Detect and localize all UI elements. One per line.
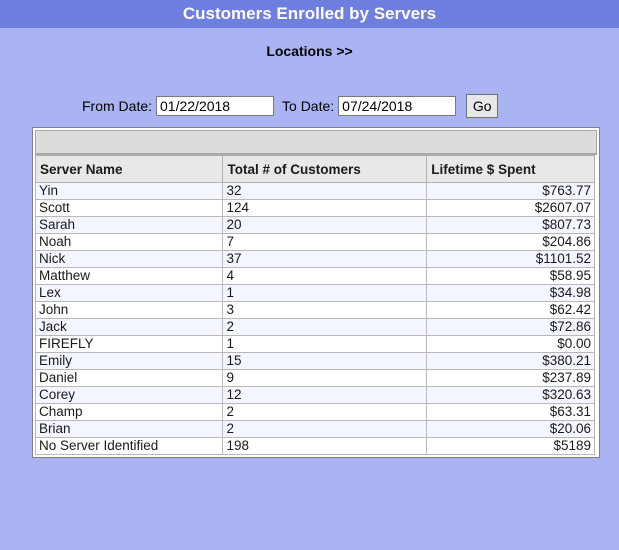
server-name-cell: Noah xyxy=(34,233,224,251)
lifetime-spent-cell: $63.31 xyxy=(426,403,595,421)
table-row: Noah 7 $204.86 xyxy=(34,233,595,251)
table-row: FIREFLY 1 $0.00 xyxy=(34,335,595,353)
customer-count-cell: 2 xyxy=(222,403,428,421)
column-header-lifetime-spent[interactable]: Lifetime $ Spent xyxy=(426,155,595,183)
server-name-cell: Nick xyxy=(34,250,224,268)
customer-count-cell: 1 xyxy=(222,284,428,302)
customer-count-cell: 4 xyxy=(222,267,428,285)
server-name-cell: Sarah xyxy=(34,216,224,234)
table-row: Lex 1 $34.98 xyxy=(34,284,595,302)
table-caption-bar xyxy=(35,130,597,155)
table-row: Emily 15 $380.21 xyxy=(34,352,595,370)
table-row: No Server Identified 198 $5189 xyxy=(34,437,595,455)
column-header-total-customers[interactable]: Total # of Customers xyxy=(222,155,428,183)
server-name-cell: Emily xyxy=(34,352,224,370)
lifetime-spent-cell: $380.21 xyxy=(426,352,595,370)
server-name-cell: Daniel xyxy=(34,369,224,387)
table-row: Daniel 9 $237.89 xyxy=(34,369,595,387)
table-row: Nick 37 $1101.52 xyxy=(34,250,595,268)
server-name-cell: Scott xyxy=(34,199,224,217)
from-date-label: From Date: xyxy=(82,98,153,114)
lifetime-spent-cell: $20.06 xyxy=(426,420,595,438)
to-date-label: To Date: xyxy=(282,98,335,114)
page-title: Customers Enrolled by Servers xyxy=(0,0,619,28)
lifetime-spent-cell: $72.86 xyxy=(426,318,595,336)
customer-count-cell: 2 xyxy=(222,318,428,336)
table-row: Matthew 4 $58.95 xyxy=(34,267,595,285)
server-name-cell: Brian xyxy=(34,420,224,438)
customer-count-cell: 15 xyxy=(222,352,428,370)
go-button[interactable]: Go xyxy=(466,94,499,118)
table-row: Champ 2 $63.31 xyxy=(34,403,595,421)
server-name-cell: Yin xyxy=(34,182,224,200)
customer-count-cell: 124 xyxy=(222,199,428,217)
lifetime-spent-cell: $62.42 xyxy=(426,301,595,319)
lifetime-spent-cell: $763.77 xyxy=(426,182,595,200)
table-header-row: Server Name Total # of Customers Lifetim… xyxy=(34,155,595,183)
server-name-cell: Champ xyxy=(34,403,224,421)
customer-count-cell: 1 xyxy=(222,335,428,353)
lifetime-spent-cell: $58.95 xyxy=(426,267,595,285)
server-name-cell: Corey xyxy=(34,386,224,404)
customer-count-cell: 20 xyxy=(222,216,428,234)
lifetime-spent-cell: $5189 xyxy=(426,437,595,455)
lifetime-spent-cell: $237.89 xyxy=(426,369,595,387)
to-date-input[interactable] xyxy=(338,96,457,116)
lifetime-spent-cell: $0.00 xyxy=(426,335,595,353)
locations-link[interactable]: Locations >> xyxy=(266,43,353,59)
servers-table-panel: Server Name Total # of Customers Lifetim… xyxy=(32,127,600,458)
customer-count-cell: 12 xyxy=(222,386,428,404)
lifetime-spent-cell: $320.63 xyxy=(426,386,595,404)
table-row: Sarah 20 $807.73 xyxy=(34,216,595,234)
customer-count-cell: 3 xyxy=(222,301,428,319)
server-name-cell: FIREFLY xyxy=(34,335,224,353)
server-name-cell: Matthew xyxy=(34,267,224,285)
servers-table: Server Name Total # of Customers Lifetim… xyxy=(34,155,595,455)
table-row: John 3 $62.42 xyxy=(34,301,595,319)
table-row: Corey 12 $320.63 xyxy=(34,386,595,404)
table-body: Yin 32 $763.77 Scott 124 $2607.07 Sarah 20 $807.… xyxy=(34,182,595,455)
customer-count-cell: 32 xyxy=(222,182,428,200)
date-filter-row: From Date: To Date: Go xyxy=(82,94,499,118)
table-row: Yin 32 $763.77 xyxy=(34,182,595,200)
customer-count-cell: 7 xyxy=(222,233,428,251)
customer-count-cell: 37 xyxy=(222,250,428,268)
column-header-server-name[interactable]: Server Name xyxy=(34,155,224,183)
customer-count-cell: 9 xyxy=(222,369,428,387)
table-row: Jack 2 $72.86 xyxy=(34,318,595,336)
lifetime-spent-cell: $34.98 xyxy=(426,284,595,302)
lifetime-spent-cell: $807.73 xyxy=(426,216,595,234)
lifetime-spent-cell: $2607.07 xyxy=(426,199,595,217)
server-name-cell: John xyxy=(34,301,224,319)
lifetime-spent-cell: $1101.52 xyxy=(426,250,595,268)
table-row: Brian 2 $20.06 xyxy=(34,420,595,438)
customer-count-cell: 2 xyxy=(222,420,428,438)
table-row: Scott 124 $2607.07 xyxy=(34,199,595,217)
customer-count-cell: 198 xyxy=(222,437,428,455)
server-name-cell: No Server Identified xyxy=(34,437,224,455)
from-date-input[interactable] xyxy=(156,96,275,116)
server-name-cell: Lex xyxy=(34,284,224,302)
server-name-cell: Jack xyxy=(34,318,224,336)
lifetime-spent-cell: $204.86 xyxy=(426,233,595,251)
